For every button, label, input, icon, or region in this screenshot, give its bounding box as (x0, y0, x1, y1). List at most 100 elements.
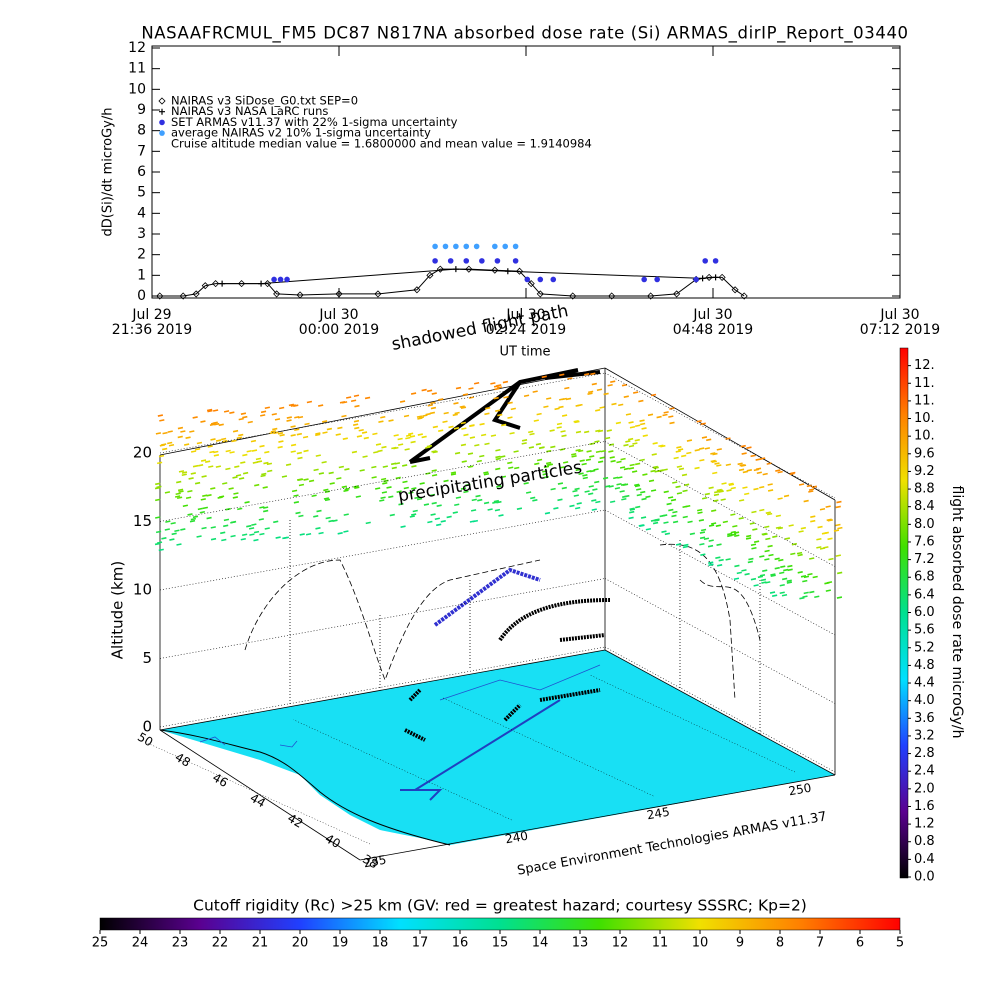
data-point (273, 290, 281, 298)
dose-dash (161, 537, 167, 540)
dose-dash (639, 419, 645, 422)
data-point (296, 291, 304, 299)
dose-dash (358, 428, 364, 432)
dose-dash (507, 416, 513, 419)
dose-dash (232, 496, 238, 499)
dose-dash (278, 440, 284, 443)
colorbar-tick-label: 12. (914, 358, 935, 373)
lat-tick-label: 46 (210, 770, 230, 790)
dose-dash (764, 525, 770, 529)
dose-dash (162, 431, 168, 435)
dose-dash (225, 467, 231, 471)
colorbar-tick-label: 25 (92, 936, 109, 951)
series-line (222, 268, 716, 285)
dose-dash (463, 433, 469, 437)
dose-dash (599, 456, 605, 460)
dose-dash (628, 467, 635, 470)
dose-dash (658, 444, 664, 448)
dose-dash (382, 482, 388, 485)
dose-dash (647, 413, 654, 417)
dose-dash (591, 499, 597, 502)
dose-dash (222, 439, 228, 443)
dose-dash (765, 537, 771, 541)
dose-dash (779, 591, 785, 595)
dose-dash (746, 534, 752, 538)
legend-marker (159, 119, 165, 126)
dose-dash (388, 419, 394, 422)
dose-dash (770, 573, 776, 576)
dose-dash (640, 516, 647, 519)
dose-dash (777, 497, 783, 500)
dose-dash (778, 558, 784, 562)
data-point (492, 243, 498, 250)
dose-dash (303, 449, 309, 453)
coastline (159, 729, 451, 846)
dose-dash (621, 383, 628, 387)
dose-dash (755, 458, 761, 461)
dose-dash (418, 416, 425, 419)
dose-dash (554, 407, 560, 411)
data-point (258, 280, 265, 287)
dose-dash (178, 470, 185, 473)
dose-dash (539, 446, 545, 449)
data-point (712, 274, 719, 281)
ground-track (400, 699, 561, 801)
dose-dash (469, 436, 476, 439)
dose-dash (359, 469, 365, 472)
x-tick-label: 00:00 2019 (299, 322, 379, 338)
dose-dash (578, 472, 584, 475)
dose-dash (819, 547, 826, 550)
dose-dash (170, 521, 176, 525)
dose-dash (825, 505, 831, 508)
data-point (426, 271, 434, 279)
dose-dash (701, 496, 708, 500)
dose-dash (260, 410, 267, 414)
y-tick-label: 10 (128, 81, 146, 97)
dose-dash (631, 470, 638, 473)
dose-dash (774, 557, 780, 561)
dose-dash (303, 478, 309, 481)
dose-dash (699, 447, 705, 450)
dose-dash (594, 440, 600, 443)
data-point (413, 286, 421, 294)
colorbar-tick-label: 9.6 (914, 446, 935, 461)
dose-dash (600, 449, 607, 453)
map-contour (199, 664, 601, 748)
dose-dash (411, 487, 417, 490)
x-tick-label: 21:36 2019 (112, 322, 192, 338)
dose-dash (188, 477, 194, 480)
dose-dash (419, 482, 425, 485)
dose-dash (190, 517, 197, 521)
dose-dash (285, 463, 292, 466)
dose-dash (223, 518, 230, 522)
dose-dash (343, 489, 349, 493)
dose-dash (200, 459, 207, 462)
dose-dash (253, 530, 260, 534)
dose-dash (800, 526, 807, 530)
colorbar-tick-label: 17 (412, 936, 429, 951)
dose-dash (213, 454, 220, 457)
dose-dash (202, 494, 208, 497)
dose-dash (663, 521, 669, 524)
dose-dash (164, 491, 171, 494)
dose-dash (495, 455, 501, 459)
z-tick-label: 10 (133, 581, 152, 599)
dose-dash (752, 528, 758, 531)
dose-dash (545, 461, 552, 465)
dose-dash (382, 465, 388, 468)
dose-dash (786, 579, 792, 583)
dose-dash (238, 433, 244, 437)
dose-dash (650, 469, 656, 473)
dose-dash (282, 536, 288, 540)
dose-dash (675, 450, 681, 453)
dose-dash (201, 475, 207, 478)
dose-dash (614, 486, 621, 490)
colorbar-tick-label: 23 (172, 936, 189, 951)
dose-dash (639, 458, 645, 462)
dose-dash (698, 519, 705, 522)
data-point (512, 243, 519, 250)
dose-dash (337, 426, 343, 430)
dose-dash (608, 443, 615, 446)
dose-dash (206, 408, 213, 412)
dose-dash (337, 532, 343, 535)
